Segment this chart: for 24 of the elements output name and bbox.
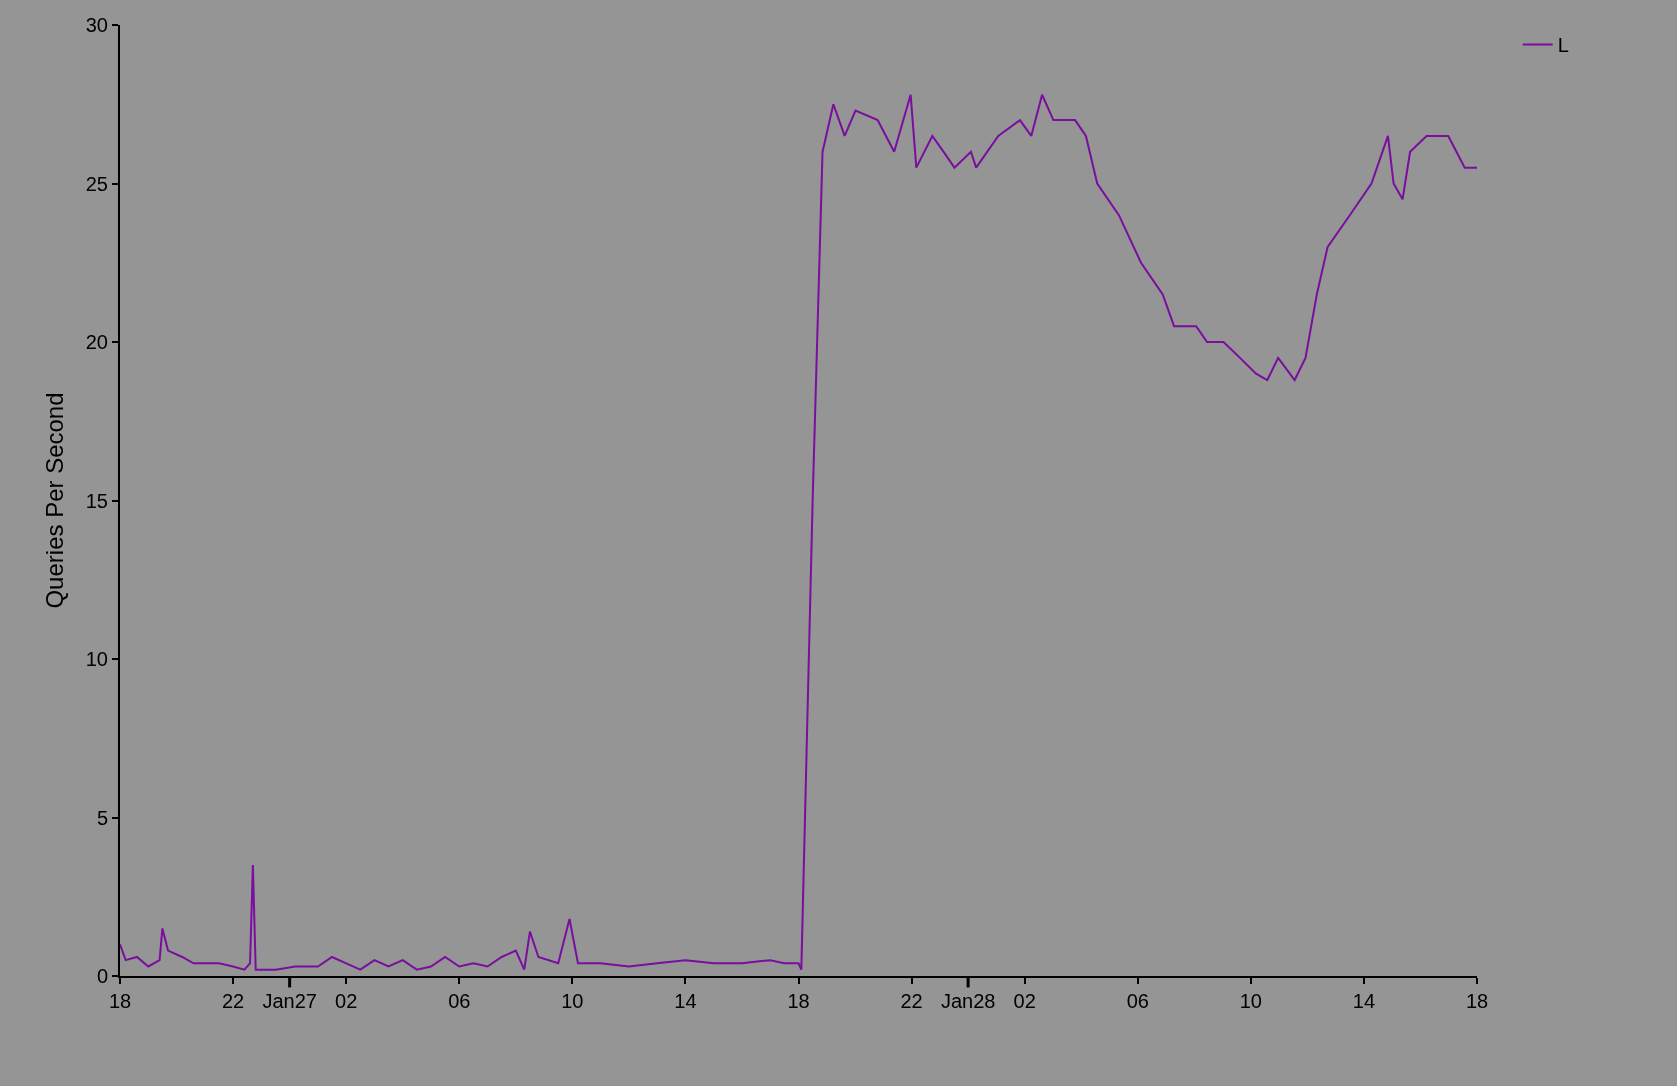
x-tick-label: 14 xyxy=(674,990,697,1012)
y-axis-title: Queries Per Second xyxy=(41,392,69,609)
x-tick-label: 06 xyxy=(448,990,471,1012)
x-tick-label: 14 xyxy=(1352,990,1376,1012)
x-tick-label: 22 xyxy=(900,990,923,1012)
x-tick-label: 18 xyxy=(1465,990,1489,1012)
y-tick-label: 20 xyxy=(85,331,108,353)
y-tick-label: 25 xyxy=(85,172,108,195)
y-tick-label: 15 xyxy=(85,489,108,512)
x-tick-label: 02 xyxy=(1013,990,1036,1012)
x-tick-label: 06 xyxy=(1126,990,1149,1012)
x-tick-label: Jan28 xyxy=(940,990,996,1012)
x-tick-label: 18 xyxy=(108,990,132,1012)
x-tick-label: 02 xyxy=(335,990,358,1012)
x-tick-label: Jan27 xyxy=(262,990,317,1012)
y-tick-label: 0 xyxy=(96,965,108,987)
x-tick-label: 18 xyxy=(787,990,810,1012)
x-tick-label: 10 xyxy=(561,990,584,1012)
x-tick-label: 10 xyxy=(1239,990,1262,1012)
x-tick-label: 22 xyxy=(221,990,245,1012)
legend-label: L xyxy=(1557,34,1569,57)
y-tick-label: 30 xyxy=(85,14,108,36)
y-tick-label: 10 xyxy=(85,648,108,670)
y-tick-label: 5 xyxy=(96,806,108,829)
